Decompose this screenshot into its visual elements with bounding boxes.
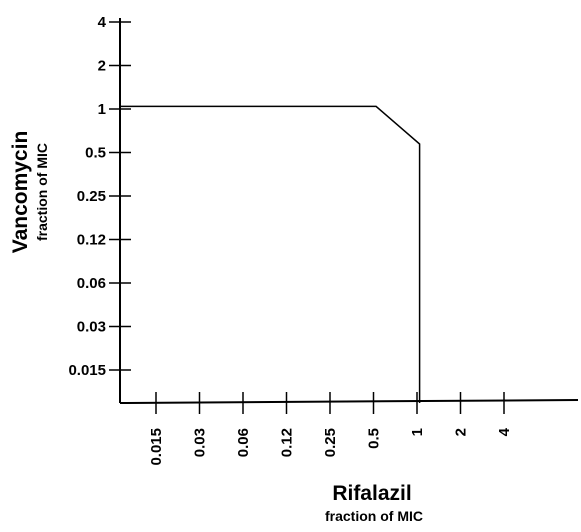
x-tick-label: 0.25 <box>322 428 339 457</box>
x-axis-ticks: 0.015 0.03 0.06 0.12 0.25 0.5 1 2 4 <box>148 392 513 466</box>
y-axis-ticks: 0.015 0.03 0.06 0.12 0.25 0.5 1 2 4 <box>68 14 131 379</box>
x-tick-label: 0.03 <box>192 428 209 457</box>
isobole-line <box>120 105 421 403</box>
y-tick-label: 0.12 <box>77 232 106 249</box>
x-tick-label: 0.015 <box>148 428 165 466</box>
x-tick-label: 0.5 <box>366 428 383 449</box>
x-tick-label: 0.12 <box>279 428 296 457</box>
x-tick-label: 4 <box>496 427 513 436</box>
y-tick-label: 4 <box>98 14 107 31</box>
y-axis-title: Vancomycin <box>9 131 32 254</box>
y-tick-label: 1 <box>98 101 106 118</box>
axes <box>119 18 579 404</box>
y-tick-label: 0.5 <box>85 145 106 162</box>
y-tick-label: 0.015 <box>68 362 106 379</box>
x-tick-label: 1 <box>409 428 426 436</box>
x-axis-line <box>119 399 579 404</box>
y-axis-subtitle: fraction of MIC <box>34 143 50 241</box>
y-tick-label: 0.25 <box>77 188 106 205</box>
y-tick-label: 2 <box>98 58 106 75</box>
series <box>120 105 421 403</box>
x-tick-label: 0.06 <box>235 428 252 457</box>
x-tick-label: 2 <box>453 428 470 436</box>
y-tick-label: 0.03 <box>77 319 106 336</box>
x-axis-subtitle: fraction of MIC <box>325 508 423 524</box>
y-tick-label: 0.06 <box>77 275 106 292</box>
x-axis-title: Rifalazil <box>332 482 411 505</box>
